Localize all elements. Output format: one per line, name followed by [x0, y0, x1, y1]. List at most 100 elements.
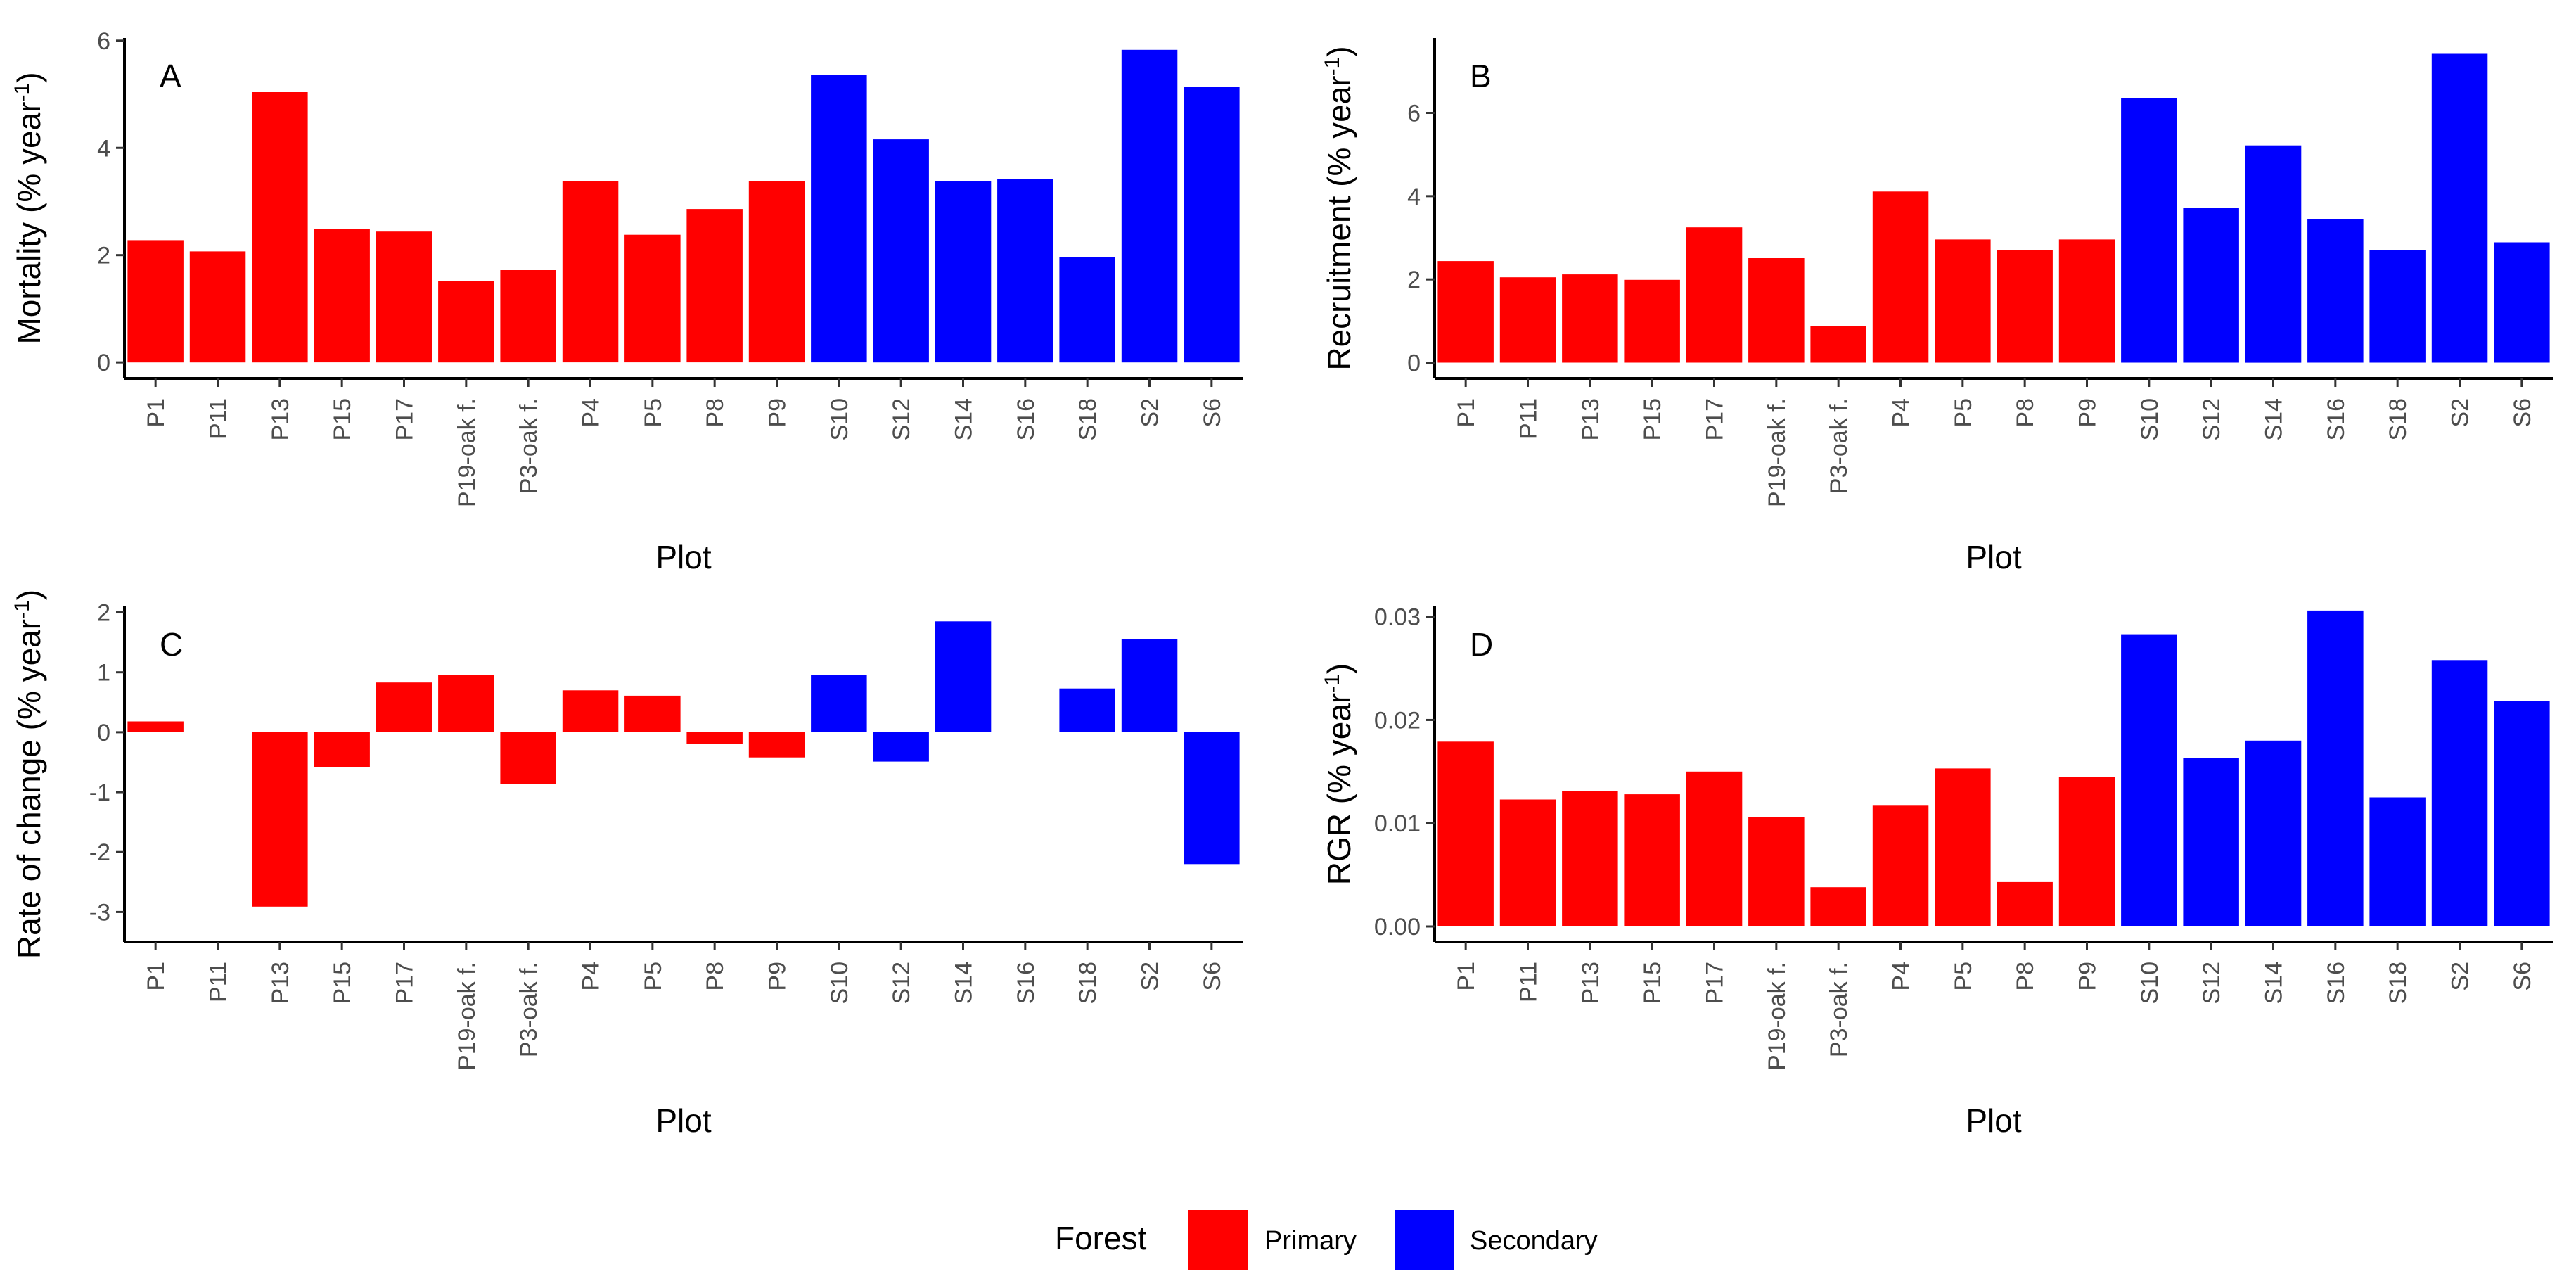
x-tick-label-c: S18	[1075, 962, 1101, 1005]
x-tick-label-b: P8	[2012, 398, 2039, 428]
bar-a-p11	[189, 251, 246, 363]
bar-d-s16	[2307, 610, 2364, 926]
x-tick-label-b: P9	[2075, 398, 2101, 428]
legend-swatch-primary	[1188, 1210, 1248, 1270]
x-tick-label-d: S16	[2323, 962, 2350, 1005]
legend: Forest Primary Secondary	[1055, 1210, 1598, 1270]
x-tick-label-d: S18	[2385, 962, 2411, 1005]
x-tick-label-b: S6	[2509, 398, 2536, 428]
bar-a-s12	[873, 139, 929, 363]
x-tick-label-c: P11	[205, 962, 232, 1002]
bar-b-s2	[2431, 53, 2488, 363]
x-tick-label-a: S18	[1075, 398, 1101, 441]
y-tick-label-c: 0	[97, 720, 110, 746]
x-tick-label-c: S14	[951, 962, 978, 1005]
bar-c-p13	[252, 732, 308, 907]
x-axis-title-d: Plot	[1966, 1102, 2021, 1139]
x-tick-label-a: S10	[826, 398, 853, 441]
x-tick-label-c: P4	[578, 962, 605, 991]
y-tick-label-a: 4	[97, 135, 110, 162]
x-tick-label-a: P3-oak f.	[515, 398, 542, 494]
panel-letter-b: B	[1470, 58, 1492, 94]
bar-a-s16	[997, 179, 1053, 363]
y-tick-label-c: 1	[97, 660, 110, 687]
x-tick-label-c: S6	[1199, 962, 1226, 991]
bar-d-p1	[1437, 741, 1494, 926]
x-tick-label-b: S16	[2323, 398, 2350, 441]
y-tick-label-b: 4	[1407, 184, 1421, 210]
legend-label-primary: Primary	[1264, 1226, 1357, 1256]
bar-a-p19-oak-f-	[438, 281, 494, 363]
bar-d-s10	[2121, 634, 2177, 926]
bar-c-p5	[624, 695, 681, 732]
panel-a: 0 2 4 6 P1 P11 P13 P15 P17 P19-oak f. P3-oak f. P4 P…	[11, 28, 1243, 575]
x-tick-label-a: P9	[764, 398, 791, 428]
bar-a-s18	[1059, 257, 1115, 363]
x-tick-label-a: S2	[1137, 398, 1164, 428]
x-tick-label-d: P1	[1453, 962, 1480, 991]
bar-d-p4	[1872, 805, 1929, 926]
bar-d-p17	[1686, 771, 1743, 926]
y-axis-title-a: Mortality (% year-1)	[11, 72, 47, 344]
x-tick-label-c: S16	[1013, 962, 1039, 1005]
x-tick-label-c: P15	[329, 962, 356, 1005]
bar-a-s14	[935, 181, 992, 363]
x-tick-label-b: P11	[1516, 398, 1542, 439]
bar-c-p15	[314, 732, 370, 767]
y-tick-label-d: 0.00	[1374, 914, 1421, 941]
y-tick-label-a: 0	[97, 350, 110, 376]
y-tick-label-d: 0.03	[1374, 604, 1421, 631]
bar-b-s6	[2494, 242, 2550, 363]
bar-c-s18	[1059, 688, 1115, 732]
x-tick-label-c: P3-oak f.	[515, 962, 542, 1057]
y-tick-label-d: 0.02	[1374, 707, 1421, 734]
panel-letter-c: C	[160, 626, 183, 663]
bar-a-p9	[748, 181, 805, 363]
x-tick-label-c: S12	[888, 962, 915, 1005]
bar-c-s12	[873, 732, 929, 762]
x-tick-label-b: S14	[2261, 398, 2288, 441]
bar-d-p15	[1624, 794, 1680, 926]
bar-a-p1	[127, 240, 184, 363]
x-tick-label-b: S18	[2385, 398, 2411, 441]
x-tick-label-a: P19-oak f.	[454, 398, 480, 507]
legend-label-secondary: Secondary	[1470, 1226, 1598, 1256]
bar-b-p15	[1624, 279, 1680, 363]
bar-b-s10	[2121, 98, 2177, 363]
bar-c-p8	[686, 732, 743, 744]
bar-b-p19-oak-f-	[1748, 258, 1805, 363]
bar-a-p15	[314, 229, 370, 363]
bar-c-p17	[376, 682, 432, 732]
y-axis-title-c: Rate of change (% year-1)	[11, 589, 47, 959]
y-tick-label-c: -3	[89, 899, 110, 926]
x-tick-label-c: P5	[640, 962, 667, 991]
bar-b-s16	[2307, 219, 2364, 363]
y-tick-label-c: -2	[89, 839, 110, 866]
bar-a-p13	[252, 92, 308, 363]
x-tick-label-a: S6	[1199, 398, 1226, 428]
x-tick-label-a: P15	[329, 398, 356, 441]
y-tick-label-b: 0	[1407, 350, 1421, 377]
bar-d-s2	[2431, 660, 2488, 926]
bar-b-p1	[1437, 261, 1494, 363]
bar-a-p8	[686, 209, 743, 363]
bar-b-p3-oak-f-	[1810, 326, 1866, 363]
x-tick-label-d: P5	[1950, 962, 1977, 991]
x-tick-label-a: S16	[1013, 398, 1039, 441]
bar-b-p5	[1935, 239, 1991, 363]
x-tick-label-c: P8	[702, 962, 729, 991]
x-tick-label-c: S10	[826, 962, 853, 1005]
x-tick-label-a: S14	[951, 398, 978, 441]
bar-b-s18	[2369, 250, 2426, 363]
bar-d-p9	[2058, 777, 2115, 926]
bar-c-s10	[811, 675, 867, 732]
bar-c-p4	[562, 690, 619, 732]
bar-d-p13	[1562, 791, 1618, 926]
x-tick-label-d: S2	[2447, 962, 2474, 991]
x-tick-label-b: P19-oak f.	[1764, 398, 1790, 507]
bar-d-s18	[2369, 797, 2426, 926]
legend-title: Forest	[1055, 1220, 1147, 1256]
x-tick-label-d: P9	[2075, 962, 2101, 991]
